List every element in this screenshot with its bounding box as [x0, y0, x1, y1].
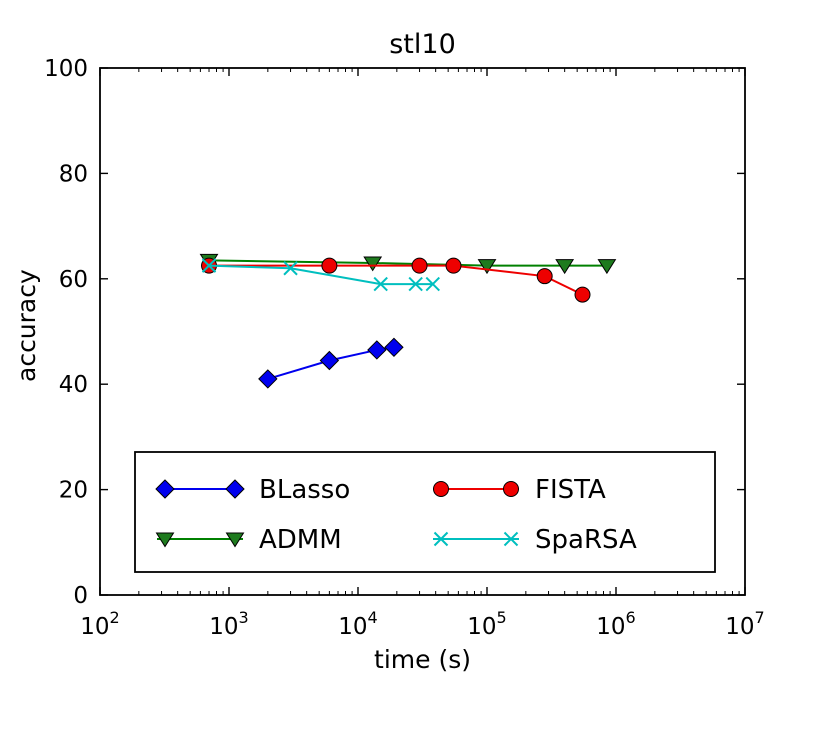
diamond-marker — [258, 369, 278, 389]
series-line — [208, 264, 433, 286]
circle-marker — [503, 481, 519, 497]
triangle-down-marker — [363, 256, 383, 272]
x-axis-label: time (s) — [374, 645, 471, 674]
triangle-down-marker — [555, 259, 575, 275]
legend-item-admm: ADMM — [155, 525, 342, 555]
circle-marker — [433, 481, 449, 497]
legend-item-sparsa: SpaRSA — [433, 525, 637, 555]
legend-item-fista: FISTA — [433, 475, 606, 505]
chart-title: stl10 — [389, 29, 456, 60]
x-marker — [425, 276, 440, 292]
diamond-marker — [367, 340, 387, 360]
x-marker — [283, 261, 298, 276]
triangle-down-marker — [597, 259, 617, 275]
circle-marker — [411, 257, 428, 274]
diamond-marker — [319, 350, 340, 371]
y-tick-label: 0 — [73, 583, 88, 609]
series-line — [267, 346, 395, 380]
x-tick-label: 107 — [725, 608, 764, 640]
diamond-marker — [384, 337, 404, 358]
diamond-marker — [225, 479, 245, 499]
legend: BLasso ADMM FISTA SpaRSA — [134, 451, 716, 573]
series-blasso — [258, 337, 404, 389]
x-tick-label: 106 — [596, 608, 635, 640]
x-marker — [408, 276, 423, 292]
triangle-down-marker — [477, 259, 497, 275]
y-tick-label: 100 — [44, 56, 88, 82]
legend-label: FISTA — [535, 475, 606, 505]
series-admm — [199, 253, 617, 275]
triangle-down-marker — [225, 532, 245, 548]
series-sparsa — [201, 258, 440, 292]
y-tick-label: 40 — [59, 372, 88, 398]
triangle-down-marker — [155, 532, 175, 548]
x-marker — [503, 531, 519, 547]
x-marker — [373, 276, 388, 292]
x-tick-label: 103 — [209, 608, 248, 640]
diamond-marker — [155, 479, 175, 499]
circle-marker — [445, 257, 462, 274]
legend-label: ADMM — [259, 525, 342, 555]
x-marker — [433, 531, 449, 547]
legend-item-blasso: BLasso — [155, 475, 350, 505]
y-tick-label: 20 — [59, 478, 88, 504]
circle-marker — [574, 286, 591, 303]
series-line — [209, 264, 583, 296]
x-tick-label: 102 — [80, 608, 119, 640]
legend-label: SpaRSA — [535, 525, 637, 555]
y-tick-label: 80 — [59, 161, 88, 187]
x-tick-label: 104 — [338, 608, 377, 640]
plot-border — [99, 67, 746, 596]
y-tick-label: 60 — [59, 267, 88, 293]
legend-label: BLasso — [259, 475, 350, 505]
x-tick-label: 105 — [467, 608, 506, 640]
circle-marker — [536, 268, 553, 285]
legend-box — [134, 451, 716, 573]
circle-marker — [321, 257, 338, 274]
x-marker — [201, 258, 217, 273]
